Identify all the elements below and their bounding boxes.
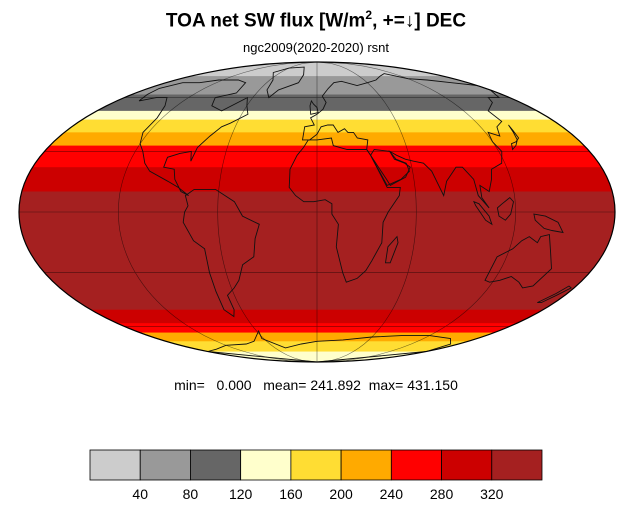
coastline-japan xyxy=(508,124,520,151)
min-value: 0.000 xyxy=(216,377,252,393)
coastline-new-zealand xyxy=(537,285,573,304)
coastline-arabia xyxy=(370,149,410,186)
colorbar-swatch-8 xyxy=(491,449,543,481)
colorbar-tick-label: 240 xyxy=(380,486,404,502)
coastline-europe-asia xyxy=(301,73,503,209)
colorbar-swatch-1 xyxy=(139,449,191,481)
min-label: min= xyxy=(174,377,205,393)
colorbar-swatch-5 xyxy=(340,449,392,481)
mean-label: mean= xyxy=(263,377,307,393)
coastline-australia xyxy=(484,234,552,289)
colorbar-swatch-4 xyxy=(290,449,342,481)
globe-outline xyxy=(18,61,616,363)
colorbar: 40 80 120 160 200 240 280 320 xyxy=(89,449,543,502)
coastline-borneo xyxy=(496,196,514,221)
max-value: 431.150 xyxy=(407,377,458,393)
colorbar-tick-label: 80 xyxy=(183,486,199,502)
coastline-greenland xyxy=(266,66,305,99)
colorbar-swatch-6 xyxy=(390,449,442,481)
stats-line: min= 0.000 mean= 241.892 max= 431.150 xyxy=(0,377,632,393)
max-label: max= xyxy=(368,377,404,393)
map-title: TOA net SW flux [W/m2, +=↓] DEC xyxy=(165,8,467,32)
continent-outlines xyxy=(138,66,573,362)
map-subtitle: ngc2009(2020-2020) rsnt xyxy=(243,40,389,55)
colorbar-tick-label: 320 xyxy=(480,486,504,502)
colorbar-tick-label: 120 xyxy=(229,486,253,502)
colorbar-swatch-3 xyxy=(240,449,292,481)
coastline-sumatra xyxy=(473,200,493,226)
colorbar-swatch-0 xyxy=(89,449,141,481)
colorbar-swatch-7 xyxy=(441,449,493,481)
colorbar-tick-label: 40 xyxy=(132,486,148,502)
mean-value: 241.892 xyxy=(310,377,361,393)
graticule xyxy=(19,62,615,362)
colorbar-tick-label: 160 xyxy=(279,486,303,502)
coastline-antarctica xyxy=(207,329,452,362)
mollweide-map xyxy=(18,61,616,363)
coastline-north-america xyxy=(138,79,249,196)
coastline-uk xyxy=(309,99,319,115)
colorbar-swatch-2 xyxy=(190,449,242,481)
coastline-africa xyxy=(288,137,401,283)
colorbar-tick-label: 280 xyxy=(430,486,454,502)
coastline-new-guinea xyxy=(533,213,564,234)
coastline-south-america xyxy=(182,188,260,318)
colorbar-tick-label: 200 xyxy=(329,486,353,502)
coastline-madagascar xyxy=(384,235,399,264)
